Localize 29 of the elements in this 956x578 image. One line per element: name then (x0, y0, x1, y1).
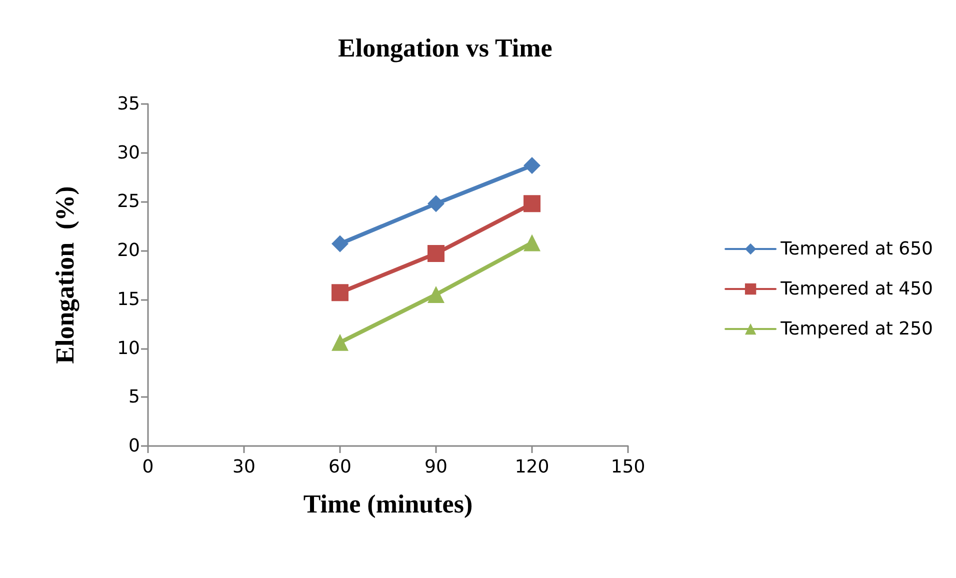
x-tick-label: 120 (514, 456, 550, 478)
point (332, 235, 348, 252)
point (524, 157, 540, 174)
y-tick-label: 0 (128, 436, 140, 456)
y-tick-label: 20 (117, 240, 140, 262)
y-tick-label: 30 (117, 142, 140, 164)
y-tick-label: 15 (117, 288, 140, 310)
x-tick-label: 90 (424, 456, 448, 478)
point (524, 195, 540, 212)
legend-label: Tempered at 250 (780, 318, 933, 340)
point (428, 286, 444, 304)
y-axis-title: Elongation (%) (50, 186, 80, 364)
y-tick-label: 25 (117, 191, 140, 212)
y-tick-label: 5 (128, 386, 140, 408)
x-axis-title: Time (minutes) (303, 490, 473, 518)
y-tick-label: 10 (117, 338, 140, 359)
x-tick-label: 30 (232, 456, 256, 478)
point (524, 234, 540, 252)
chart-title: Elongation vs Time (338, 34, 552, 62)
point (332, 284, 348, 302)
point (332, 334, 348, 351)
x-tick-label: 60 (328, 456, 352, 478)
point (428, 195, 444, 212)
legend-label: Tempered at 650 (780, 238, 933, 260)
point (428, 245, 444, 262)
x-tick-label: 0 (142, 456, 154, 478)
legend-label: Tempered at 450 (780, 278, 933, 300)
x-tick-label: 150 (610, 456, 646, 478)
y-tick-label: 35 (117, 94, 140, 114)
